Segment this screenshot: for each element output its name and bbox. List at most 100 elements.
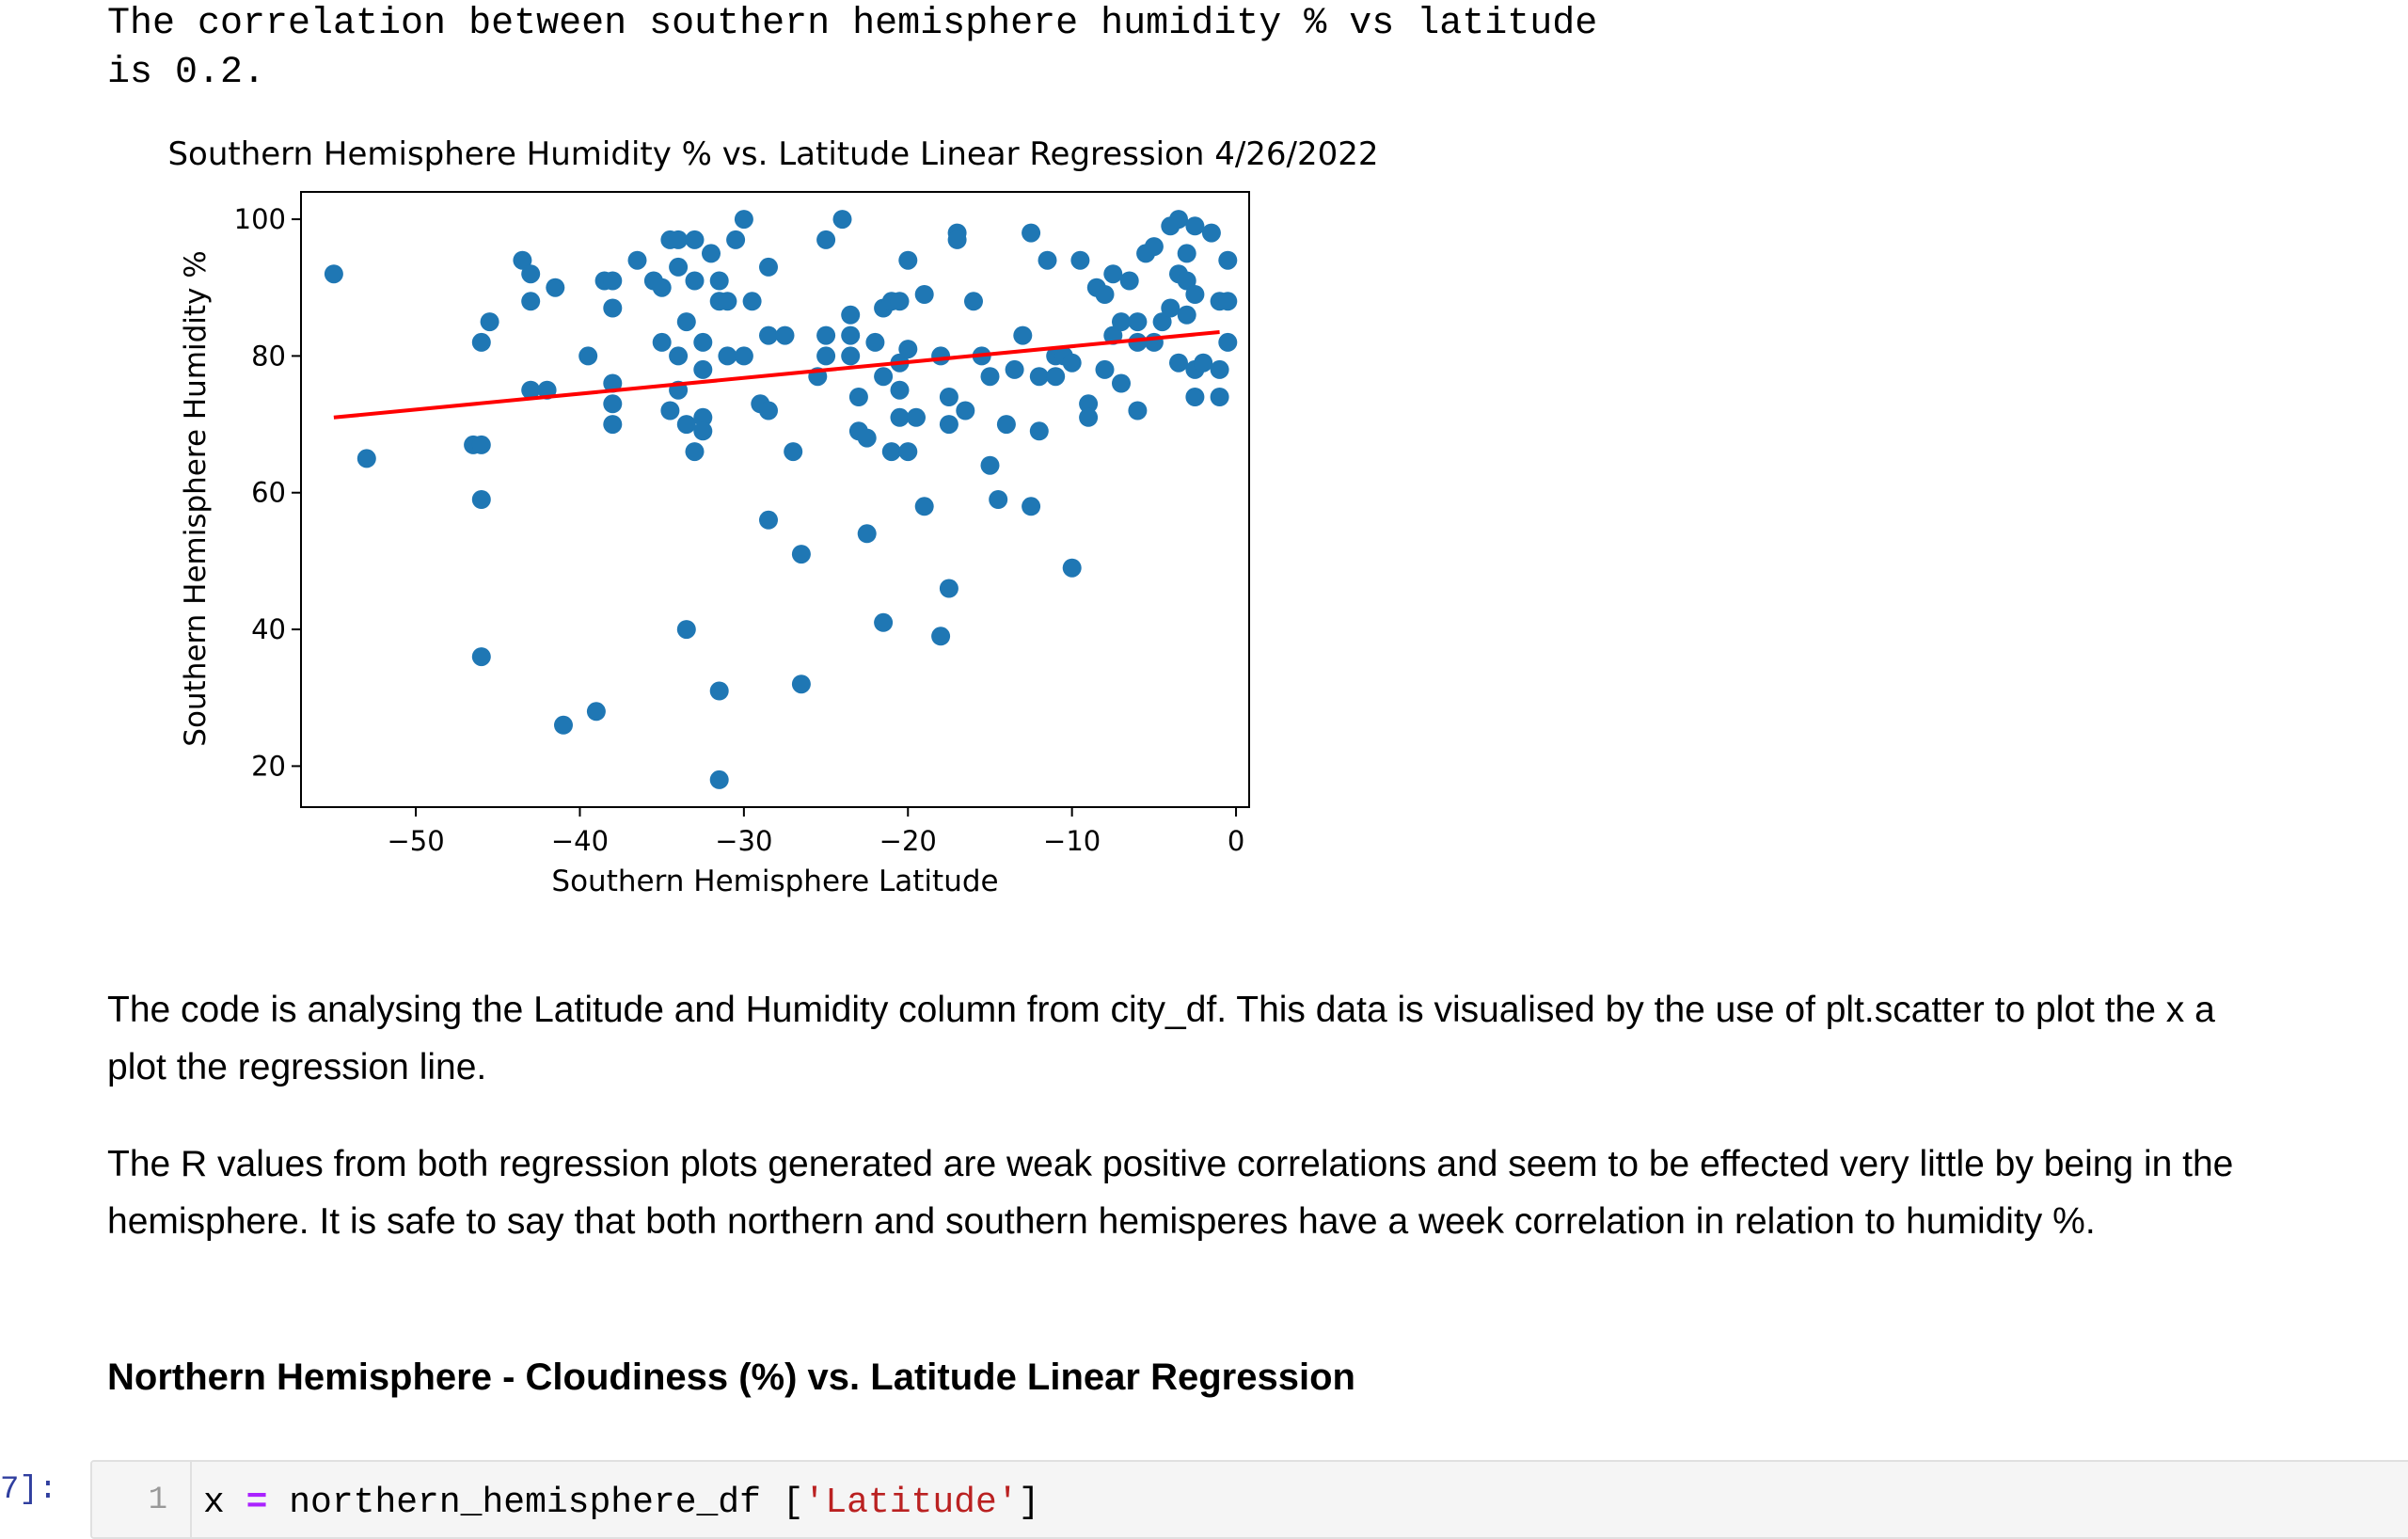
data-point <box>832 210 852 230</box>
data-point <box>931 346 951 366</box>
data-point <box>1079 407 1099 427</box>
data-point <box>734 210 753 230</box>
data-point <box>603 271 623 291</box>
data-point <box>759 325 778 345</box>
data-point <box>1112 312 1131 332</box>
data-point <box>759 510 778 530</box>
data-point <box>890 292 910 311</box>
x-axis-label: Southern Hemisphere Latitude <box>551 865 998 898</box>
data-point <box>1022 497 1041 516</box>
data-point <box>513 250 532 270</box>
data-point <box>1103 264 1123 284</box>
data-point <box>816 230 836 249</box>
data-point <box>857 524 877 544</box>
markdown-paragraph-2: The R values from both regression plots … <box>107 1135 2408 1250</box>
data-point <box>898 250 918 270</box>
code-operator: = <box>246 1483 268 1523</box>
plot-area <box>324 210 1238 789</box>
data-point <box>939 415 958 435</box>
data-point <box>1128 401 1148 420</box>
data-point <box>1185 388 1205 406</box>
data-point <box>1185 216 1205 236</box>
data-point <box>1210 359 1229 379</box>
data-point <box>907 407 926 427</box>
code-close: ] <box>1018 1483 1040 1523</box>
scatter-chart: Southern Hemisphere Humidity % vs. Latit… <box>0 122 1467 931</box>
data-point <box>1005 359 1024 379</box>
data-point <box>471 435 491 454</box>
data-point <box>1194 353 1213 373</box>
data-point <box>521 292 541 311</box>
line-number: 1 <box>148 1483 167 1518</box>
chart-svg: Southern Hemisphere Humidity % vs. Latit… <box>167 135 1378 898</box>
data-point <box>1177 244 1196 263</box>
line-gutter: 1 <box>92 1462 192 1537</box>
data-point <box>471 647 491 667</box>
data-point <box>848 388 868 406</box>
data-point <box>693 332 713 352</box>
data-point <box>1062 353 1082 373</box>
data-point <box>627 250 647 270</box>
paragraph-1-line-2: plot the regression line. <box>107 1047 487 1087</box>
data-point <box>980 455 1000 475</box>
data-point <box>816 325 836 345</box>
y-tick-label: 100 <box>234 203 286 235</box>
data-point <box>709 770 729 789</box>
data-point <box>1201 223 1221 243</box>
data-point <box>718 292 737 311</box>
data-point <box>1079 394 1099 414</box>
y-tick-label: 80 <box>251 340 286 372</box>
data-point <box>1029 421 1049 441</box>
data-point <box>841 305 861 325</box>
data-point <box>709 271 729 291</box>
data-point <box>685 230 705 249</box>
data-point <box>578 346 598 366</box>
section-heading: Northern Hemisphere - Cloudiness (%) vs.… <box>107 1357 1355 1398</box>
data-point <box>726 230 746 249</box>
data-point <box>1152 312 1172 332</box>
data-point <box>1161 298 1180 318</box>
data-point <box>791 545 811 564</box>
data-point <box>1185 285 1205 304</box>
data-point <box>841 325 861 345</box>
data-point <box>996 415 1016 435</box>
y-axis-label: Southern Hemisphere Humidity % <box>179 250 213 746</box>
data-point <box>931 627 951 646</box>
data-point <box>676 620 696 640</box>
code-cell[interactable]: 1 x = northern_hemisphere_df ['Latitude'… <box>90 1460 2408 1539</box>
data-point <box>1013 325 1033 345</box>
data-point <box>1177 271 1196 291</box>
data-point <box>1038 250 1057 270</box>
axes-frame <box>300 191 1250 808</box>
data-point <box>1095 359 1115 379</box>
paragraph-2-line-1: The R values from both regression plots … <box>107 1144 2234 1184</box>
data-point <box>775 325 795 345</box>
data-point <box>471 490 491 509</box>
regression-line <box>333 329 1220 420</box>
data-point <box>874 612 894 632</box>
data-point <box>874 367 894 387</box>
data-point <box>1095 285 1115 304</box>
data-point <box>669 257 689 277</box>
code-var: x <box>203 1483 246 1523</box>
data-point <box>652 332 672 352</box>
data-point <box>1218 250 1238 270</box>
data-point <box>603 298 623 318</box>
data-point <box>759 257 778 277</box>
chart-title: Southern Hemisphere Humidity % vs. Latit… <box>167 135 1378 173</box>
data-point <box>676 312 696 332</box>
code-line[interactable]: x = northern_hemisphere_df ['Latitude'] <box>203 1483 1039 1523</box>
data-point <box>480 312 499 332</box>
y-tick-label: 40 <box>251 613 286 645</box>
cell-prompt: 7]: <box>0 1472 58 1508</box>
data-point <box>471 332 491 352</box>
data-point <box>693 359 713 379</box>
markdown-paragraph-1: The code is analysing the Latitude and H… <box>107 981 2408 1096</box>
code-expr: northern_hemisphere_df [ <box>267 1483 804 1523</box>
code-string: 'Latitude' <box>803 1483 1019 1523</box>
data-point <box>693 407 713 427</box>
data-point <box>1210 388 1229 406</box>
data-point <box>947 230 967 249</box>
data-point <box>702 244 721 263</box>
data-point <box>939 579 958 598</box>
